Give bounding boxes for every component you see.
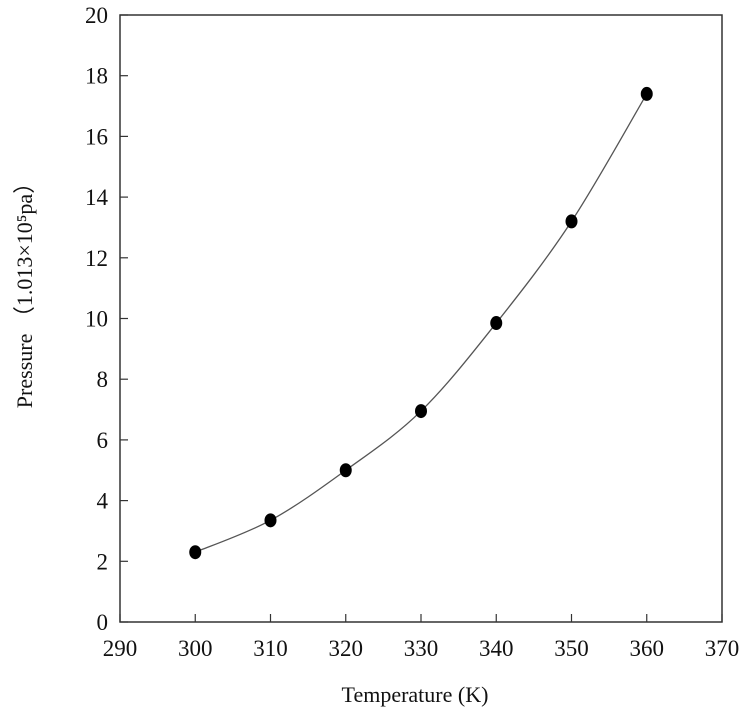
y-tick-label: 20 (85, 3, 108, 28)
y-tick-label: 18 (85, 64, 108, 89)
x-tick-label: 290 (103, 636, 138, 661)
x-tick-label: 360 (630, 636, 665, 661)
data-point (640, 86, 653, 101)
y-tick-label: 12 (85, 246, 108, 271)
data-point (490, 316, 503, 331)
y-tick-label: 2 (97, 549, 109, 574)
x-tick-label: 330 (404, 636, 439, 661)
data-point (339, 463, 352, 478)
y-tick-label: 6 (97, 428, 109, 453)
y-axis: 0 2 4 6 8 10 12 14 16 18 20 (85, 3, 128, 635)
y-tick-label: 4 (97, 489, 109, 514)
y-tick-label: 16 (85, 124, 108, 149)
x-tick-label: 370 (705, 636, 740, 661)
series-line (194, 93, 648, 553)
y-tick-label: 14 (85, 185, 109, 210)
data-points-group (189, 86, 653, 560)
y-tick-label: 8 (97, 367, 109, 392)
plot-area-frame (119, 14, 723, 623)
x-tick-label: 310 (253, 636, 288, 661)
data-point (189, 545, 202, 560)
y-tick-label: 0 (97, 610, 109, 635)
y-tick-label: 10 (85, 307, 108, 332)
data-point (264, 513, 277, 528)
x-tick-label: 300 (178, 636, 213, 661)
x-tick-label: 350 (554, 636, 589, 661)
y-axis-title: Pressure （1.013×10⁵pa） (12, 172, 37, 408)
x-tick-label: 340 (479, 636, 514, 661)
x-tick-label: 320 (329, 636, 364, 661)
series-line-group (194, 93, 648, 553)
data-point (415, 404, 427, 419)
x-axis-title: Temperature (K) (342, 682, 489, 707)
x-axis: 290 300 310 320 330 340 350 360 370 (103, 614, 740, 661)
data-point (565, 214, 578, 229)
